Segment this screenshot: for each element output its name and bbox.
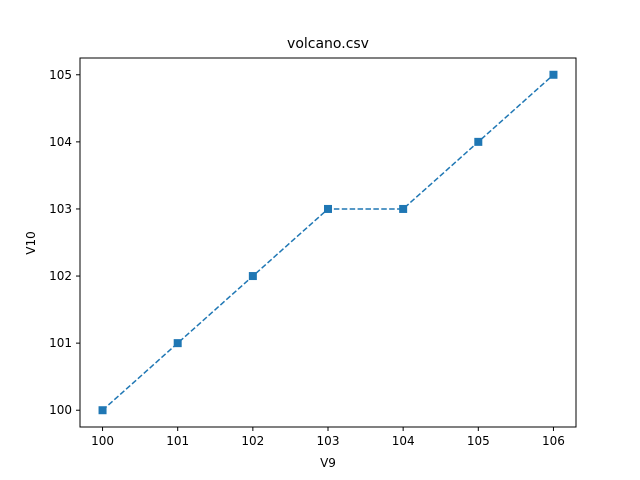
x-tick-label: 102 [241,434,264,448]
data-point-marker [173,339,182,348]
data-point-marker [248,272,257,281]
data-point-marker [474,137,483,146]
data-point-marker [324,204,332,213]
y-tick-label: 100 [49,403,72,417]
x-tick-label: 104 [392,434,415,448]
plot-frame [79,57,577,428]
x-tick-label: 106 [542,434,565,448]
plot-area: 100 101 102 103 104 105 106 100 101 102 103 104 105 [49,57,577,448]
x-tick-label: 101 [166,434,189,448]
x-tick-label: 105 [467,434,490,448]
data-point-marker [549,70,558,79]
data-point-marker [98,406,107,415]
y-tick-label: 104 [49,135,72,149]
x-tick-label: 103 [317,434,340,448]
chart-title: volcano.csv [287,36,369,52]
y-tick-label: 105 [49,68,72,82]
y-tick-label: 101 [49,336,72,350]
y-tick-label: 102 [49,269,72,283]
y-tick-label: 103 [49,202,72,216]
x-axis-label: V9 [320,456,336,470]
series-line [102,74,554,411]
y-axis-label: V10 [24,231,38,254]
x-tick-label: 100 [91,434,114,448]
data-point-marker [399,204,408,213]
